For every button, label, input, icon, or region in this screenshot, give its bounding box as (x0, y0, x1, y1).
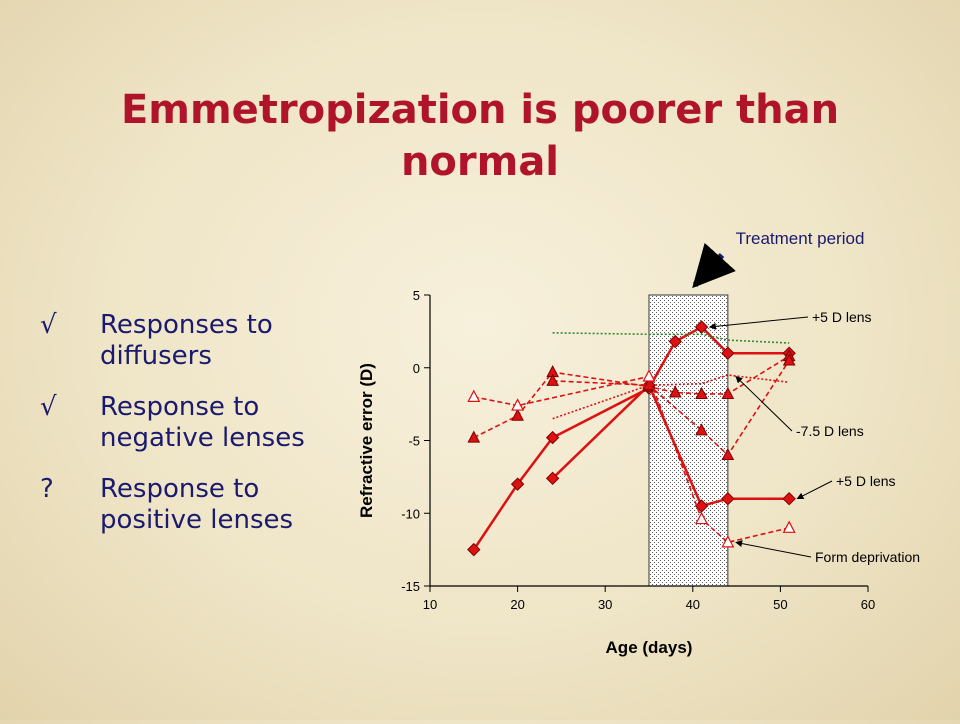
y-axis-label: Refractive error (D) (357, 363, 376, 518)
annotation-label: +5 D lens (812, 309, 872, 325)
series-line-3 (473, 355, 790, 439)
data-point-diamond (545, 430, 560, 445)
bullet-item: ? Response to positive lenses (40, 474, 360, 536)
data-point-open-triangle (782, 520, 796, 533)
bullet-text: Response to positive lenses (100, 474, 294, 535)
series-line-7 (552, 332, 790, 344)
y-tick-label: 5 (413, 288, 420, 303)
data-point-triangle (782, 353, 796, 366)
annotation-label: -7.5 D lens (796, 423, 864, 439)
y-tick-label: -15 (401, 579, 420, 594)
data-point-triangle (511, 408, 524, 421)
checkmark-icon: √ (40, 310, 57, 340)
x-tick-label: 20 (510, 597, 524, 612)
data-point-open-triangle (695, 511, 709, 525)
annotation-arrow (735, 540, 812, 558)
data-point-diamond (721, 491, 735, 506)
data-point-triangle (721, 447, 735, 461)
data-point-triangle (695, 423, 708, 436)
annotation-label: Form deprivation (815, 549, 920, 565)
annotation-arrow (796, 480, 833, 500)
data-point-triangle (695, 386, 708, 399)
y-tick-label: 0 (413, 361, 420, 376)
data-point-open-triangle (642, 369, 656, 382)
treatment-period-arrow (692, 242, 736, 289)
checkmark-icon: √ (40, 392, 57, 422)
annotation-arrow (735, 375, 793, 432)
series-line-6 (552, 374, 790, 420)
data-point-diamond (782, 491, 796, 506)
y-tick-label: -5 (408, 434, 420, 449)
series-line-1 (472, 325, 790, 551)
x-axis-label: Age (days) (606, 638, 693, 657)
annotation-arrow (708, 316, 809, 330)
data-point-triangle (668, 385, 682, 398)
data-point-diamond (545, 471, 560, 486)
x-tick-label: 50 (773, 597, 787, 612)
data-point-triangle (467, 430, 481, 443)
data-point-triangle (721, 386, 735, 399)
bullet-list: √ Responses to diffusers √ Response to n… (40, 310, 360, 556)
data-point-diamond (510, 477, 525, 491)
data-point-diamond (668, 334, 682, 349)
bullet-text: Responses to diffusers (100, 310, 273, 371)
x-tick-label: 30 (598, 597, 612, 612)
y-tick-label: -10 (401, 506, 420, 521)
data-point-diamond (467, 542, 481, 557)
bullet-item: √ Responses to diffusers (40, 310, 360, 372)
data-point-open-triangle (511, 398, 525, 411)
bullet-item: √ Response to negative lenses (40, 392, 360, 454)
treatment-period-label: Treatment period (736, 229, 865, 248)
treatment-period-region (648, 294, 729, 587)
data-point-diamond (721, 346, 735, 360)
slide-title: Emmetropization is poorer than normal (120, 87, 840, 185)
annotation-label: +5 D lens (836, 473, 896, 489)
data-point-diamond (694, 320, 709, 334)
data-point-open-triangle (721, 535, 735, 548)
data-point-open-triangle (467, 389, 481, 402)
bullet-text: Response to negative lenses (100, 392, 305, 453)
question-mark-icon: ? (40, 474, 54, 504)
x-tick-label: 10 (423, 597, 437, 612)
data-point-triangle (546, 373, 559, 386)
series-line-5 (473, 375, 790, 544)
x-tick-label: 60 (861, 597, 875, 612)
x-tick-label: 40 (686, 597, 700, 612)
